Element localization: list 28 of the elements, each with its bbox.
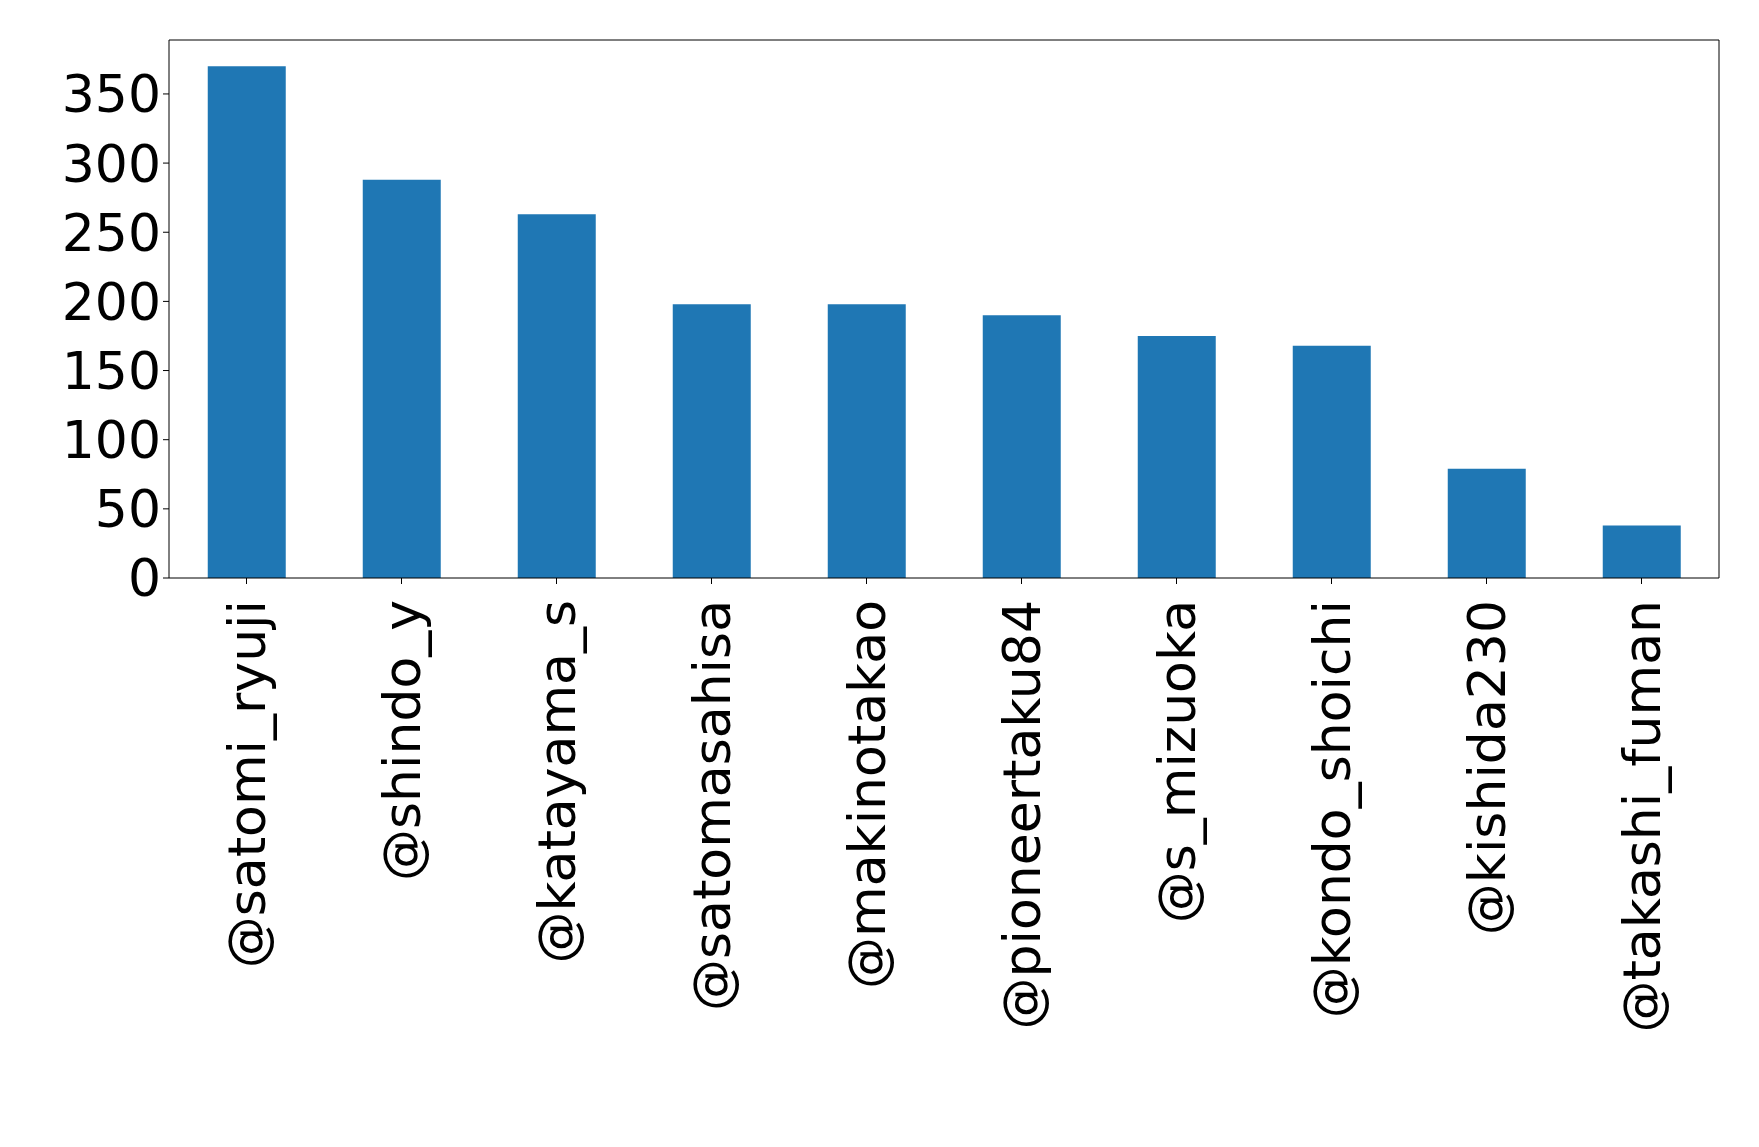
x-tick-label: @satomi_ryuji [216, 600, 277, 969]
x-tick-label: @takashi_fuman [1611, 600, 1672, 1033]
y-tick-label: 350 [61, 64, 161, 125]
x-tick-label: @shindo_y [371, 600, 432, 882]
y-tick-label: 200 [61, 271, 161, 332]
x-tick-label: @satomasahisa [681, 600, 742, 1011]
y-tick-label: 50 [94, 479, 161, 540]
x-tick-label: @katayama_s [526, 600, 587, 964]
y-tick-label: 150 [61, 341, 161, 401]
bar [982, 315, 1061, 578]
x-tick-label: @kishida230 [1456, 600, 1517, 936]
y-tick-label: 250 [61, 202, 161, 263]
x-tick-label: @kondo_shoichi [1301, 600, 1362, 1019]
bar [1602, 525, 1681, 578]
y-tick-label: 0 [127, 548, 161, 609]
bar [517, 214, 596, 578]
y-tick-label: 100 [61, 410, 161, 471]
x-tick-label: @makinotakao [836, 600, 897, 989]
bar [672, 304, 751, 578]
bar [1137, 335, 1216, 578]
x-tick-label: @pioneertaku84 [991, 600, 1052, 1030]
bar [1447, 468, 1526, 578]
x-tick-label: @s_mizuoka [1146, 600, 1207, 924]
bar [827, 304, 906, 578]
bar [1292, 345, 1371, 578]
bar [207, 66, 286, 578]
bar [362, 179, 441, 578]
y-tick-label: 300 [61, 133, 161, 194]
